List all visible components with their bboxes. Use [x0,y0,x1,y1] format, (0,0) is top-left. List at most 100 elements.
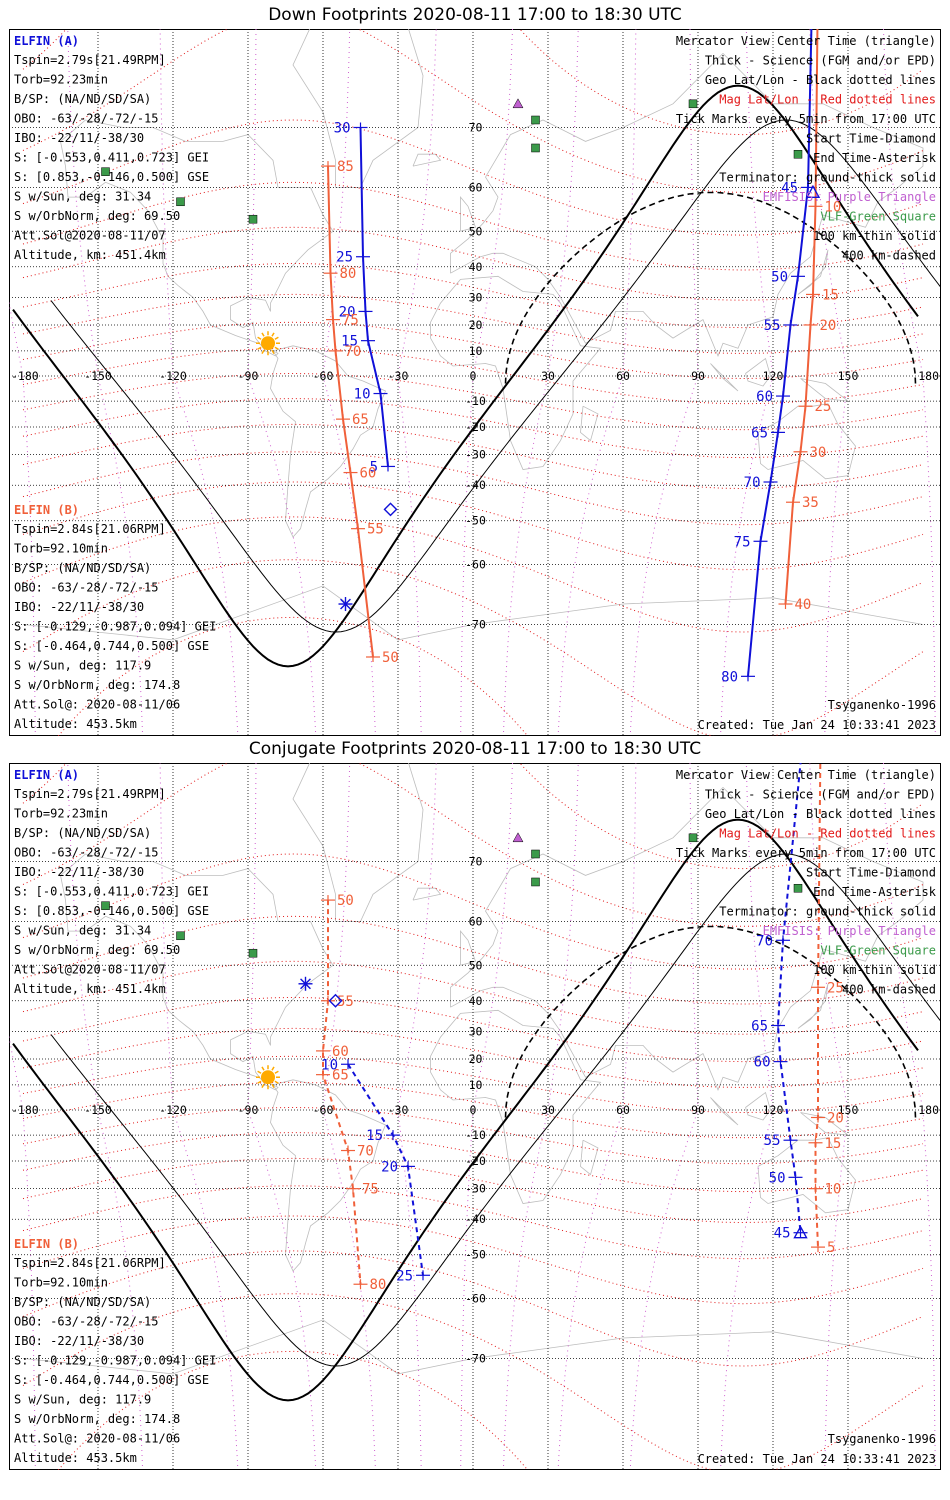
down-footprints-map: -180 -150 -120 -90 -60 -30 0 30 60 90 120 150 180 70 6… [9,29,941,736]
map-frame [9,763,941,1470]
lon-tick-label: -30 [388,1103,409,1117]
lon-tick-label: 90 [691,369,705,383]
lon-tick-label: 60 [616,369,630,383]
vlf-square-icon [101,167,110,176]
lon-tick-label: -30 [388,369,409,383]
tick-label: 75 [362,1182,379,1198]
tick-label: 20 [827,1111,844,1127]
lat-tick-label: 50 [469,958,483,972]
tick-label: 50 [382,650,399,666]
terminators [12,84,941,668]
tick-label: 25 [396,1268,413,1284]
legend-line: Geo Lat/Lon - Black dotted lines [705,73,936,87]
tick-label: 55 [764,318,781,334]
terminator-400km [504,191,917,384]
lon-tick-label: 150 [838,369,859,383]
legend-line: Thick - Science (FGM and/or EPD) [705,788,936,802]
tick-label: 50 [337,893,354,909]
mag-meridian-line [397,29,437,736]
lat-tick-label: -50 [465,1248,486,1262]
tick-label: 30 [810,445,827,461]
sun-ray [261,349,265,354]
sun-ray [274,1070,279,1074]
elfin-b-info-line: Torb=92.10min [14,542,108,556]
coastline [580,1139,599,1176]
elfin-a-info-line: S w/Sun, deg: 31.34 [14,190,151,204]
sun-disk [261,1070,275,1085]
elfin-b-info-line: S: [-0.129,-0.987,0.094] GEI [14,1354,216,1368]
elfin-b-info-line: S w/Sun, deg: 117.9 [14,659,151,673]
lat-tick-label: 10 [469,344,483,358]
elfin-b-label: ELFIN (B) [14,1237,79,1251]
elfin-b-info-line: B/SP: (NA/ND/SD/SA) [14,561,151,575]
elfin-b-track-east-line [814,763,822,1248]
elfin-b-track-east-line [784,29,819,605]
lon-tick-label: 90 [691,1103,705,1117]
tick-label: 25 [827,980,844,996]
elfin-a-info-line: S: [-0.553,0.411,0.723] GEI [14,885,209,899]
sun-ray [274,346,279,350]
elfin-b-info-line: Att.Sol@: 2020-08-11/06 [14,698,180,712]
coastline [757,403,856,480]
elfin-b-info-line: S w/Sun, deg: 117.9 [14,1393,151,1407]
elfin-b-track-west: 50 55 60 65 70 75 80 [316,893,386,1293]
lat-tick-label: 70 [469,120,483,134]
legend-line: End Time-Asterisk [813,885,937,899]
coastline [745,357,771,387]
tick-label: 15 [822,287,839,303]
sun-ray [261,1083,265,1088]
lat-tick-label: 30 [469,1024,483,1038]
coastline [710,1097,739,1126]
lat-tick-label: 20 [469,1052,483,1066]
elfin-b-info-line: Tspin=2.84s[21.06RPM] [14,522,166,536]
legend-line: End Time-Asterisk [813,151,937,165]
legend-line: Mercator View Center Time (triangle) [676,768,936,782]
sun-disk [261,336,275,351]
tick-label: 45 [781,180,798,196]
elfin-b-info-line: IBO: -22/11/-38/30 [14,1334,144,1348]
vlf-square-icon [531,877,540,887]
legend-line: 400 km-dashed [842,983,936,997]
mag-parallel-line [22,347,924,405]
elfin-a-info-line: S w/OrbNorm, deg: 69.50 [14,943,180,957]
tick-label: 10 [825,199,842,215]
elfin-b-info-line: Altitude: 453.5km [14,1451,137,1465]
tick-label: 15 [366,1128,383,1144]
lat-tick-label: -30 [465,1182,486,1196]
mag-meridian-line [809,29,849,736]
elfin-a-info-line: S w/Sun, deg: 31.34 [14,924,151,938]
tick-label: 5 [370,459,378,475]
lon-tick-label: 180 [918,1103,939,1117]
lat-tick-label: -70 [465,618,486,632]
coastline [710,363,739,392]
vlf-square-icon [101,901,110,910]
vlf-square-icon [531,143,540,153]
lat-tick-label: 60 [469,180,483,194]
elfin-b-info-line: B/SP: (NA/ND/SD/SA) [14,1295,151,1309]
elfin-b-info-line: Att.Sol@: 2020-08-11/06 [14,1432,180,1446]
sun-icon [256,331,280,356]
vlf-square-icon [793,883,803,893]
lat-tick-label: 30 [469,290,483,304]
coastline [412,887,442,901]
legend-line: Tick Marks every 5min from 17:00 UTC [676,846,936,860]
mag-parallel-line [22,1027,924,1088]
mag-meridian-line [397,763,437,1470]
coastline [460,195,477,232]
mag-parallel-line [22,853,924,970]
vlf-square-icon [531,115,540,125]
tick-label: 10 [825,1182,842,1198]
tick-label: 70 [357,1144,374,1160]
lon-tick-label: -120 [159,369,187,383]
vlf-square-icon [531,849,540,859]
legend-line: Start Time-Diamond [806,866,936,880]
tick-label: 55 [764,1133,781,1149]
lat-tick-label: -60 [465,1292,486,1306]
lat-tick-label: -10 [465,394,486,408]
tick-label: 25 [336,250,353,266]
elfin-a-info-line: S: [0.853,-0.146,0.500] GSE [14,170,209,184]
lon-tick-label: -60 [313,1103,334,1117]
sun-ray [257,346,262,350]
coastline [797,983,829,1029]
tick-label: 30 [334,120,351,136]
